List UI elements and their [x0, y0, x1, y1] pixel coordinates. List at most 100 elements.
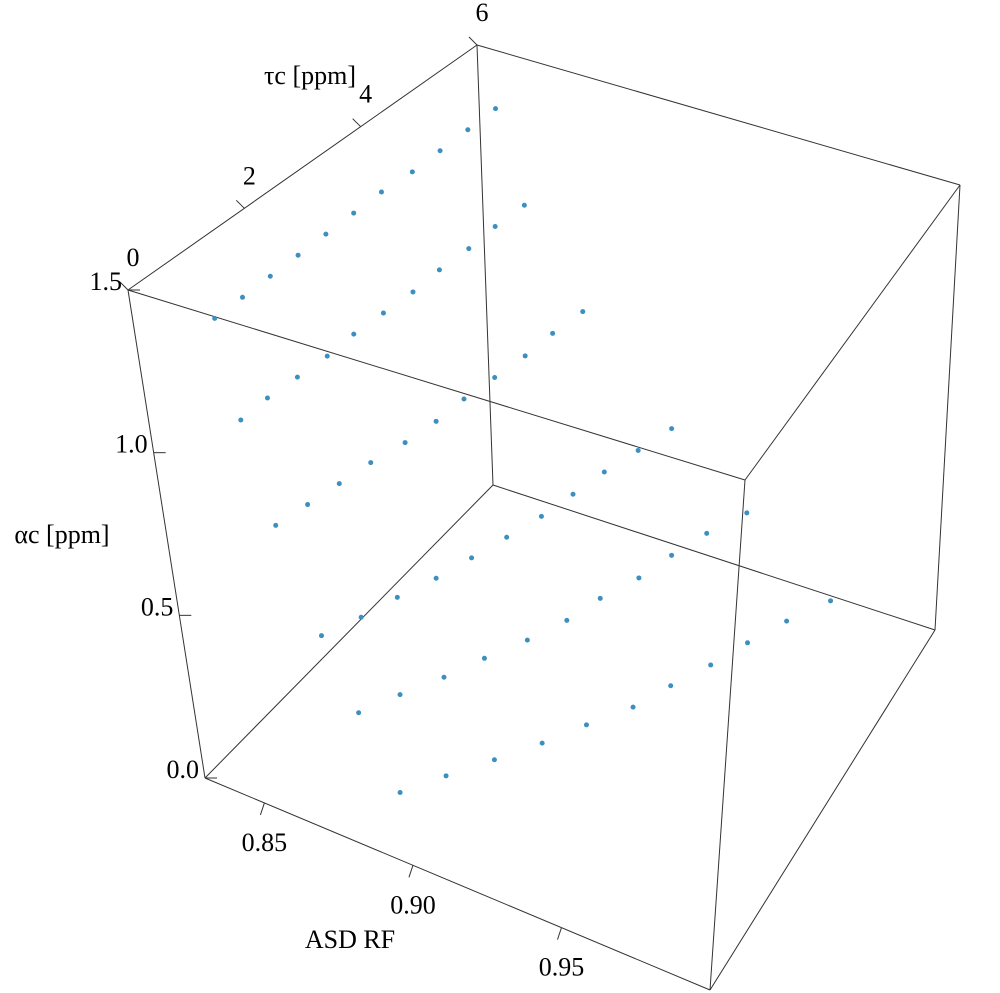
point	[336, 481, 342, 487]
x-axis-label: ASD RF	[305, 925, 395, 954]
point	[669, 552, 675, 558]
x-tick	[408, 865, 414, 878]
point	[504, 534, 510, 540]
point	[570, 491, 576, 497]
box-edge	[204, 484, 494, 779]
z-tick-label: 0.5	[141, 592, 174, 621]
point	[212, 315, 218, 321]
point	[745, 640, 751, 646]
y-tick-label: 4	[359, 80, 372, 109]
point	[267, 273, 273, 279]
point	[630, 704, 636, 710]
x-tick-label: 0.85	[242, 828, 288, 857]
point	[492, 375, 498, 381]
point	[669, 426, 675, 432]
point	[538, 513, 544, 519]
point	[318, 633, 324, 639]
point	[394, 594, 400, 600]
point	[380, 310, 386, 316]
point	[744, 510, 750, 516]
point	[410, 289, 416, 295]
point	[539, 740, 545, 746]
y-tick	[352, 118, 362, 128]
point	[443, 773, 449, 779]
point	[580, 309, 586, 315]
box-edge	[709, 479, 746, 991]
z-tick-label: 1.0	[115, 430, 148, 459]
point	[784, 618, 790, 624]
x-tick	[259, 802, 265, 816]
point	[433, 418, 439, 424]
y-tick	[468, 36, 478, 46]
y-axis-label: τc [ppm]	[264, 61, 356, 90]
x-tick-label: 0.95	[539, 953, 585, 982]
box-edge	[476, 44, 961, 186]
x-tick	[556, 927, 562, 940]
point	[264, 395, 270, 401]
point	[564, 617, 570, 623]
point	[294, 374, 300, 380]
point	[668, 683, 674, 689]
point	[436, 267, 442, 273]
point	[461, 396, 467, 402]
point	[323, 231, 329, 237]
point	[324, 353, 330, 359]
z-axis-label: αc [ppm]	[14, 520, 109, 549]
point	[240, 294, 246, 300]
point	[466, 246, 472, 252]
x-tick-label: 0.90	[390, 890, 436, 919]
box-edge	[476, 44, 494, 486]
point	[238, 417, 244, 423]
point	[521, 202, 527, 208]
point	[397, 692, 403, 698]
box-edge	[127, 289, 746, 481]
box-edge	[127, 44, 478, 291]
point	[635, 447, 641, 453]
box-edge	[934, 184, 961, 631]
point	[402, 440, 408, 446]
point	[704, 530, 710, 536]
point	[524, 637, 530, 643]
point	[597, 595, 603, 601]
box-edge	[709, 629, 936, 991]
point	[305, 502, 311, 508]
point	[469, 555, 475, 561]
point	[492, 224, 498, 230]
y-tick	[119, 281, 129, 291]
point	[356, 710, 362, 716]
box-edge	[127, 289, 206, 779]
point	[481, 655, 487, 661]
point	[295, 252, 301, 258]
point	[397, 789, 403, 795]
y-tick-label: 2	[243, 161, 256, 190]
point	[465, 127, 471, 133]
point	[351, 331, 357, 337]
point	[437, 148, 443, 154]
point	[441, 674, 447, 680]
point	[636, 575, 642, 581]
point	[493, 106, 499, 112]
point	[409, 169, 415, 175]
y-tick	[235, 199, 245, 209]
point	[583, 722, 589, 728]
point	[378, 189, 384, 195]
point	[433, 575, 439, 581]
point	[358, 614, 364, 620]
point	[550, 330, 556, 336]
box-edge	[492, 484, 936, 631]
point	[601, 469, 607, 475]
point	[491, 757, 497, 763]
point	[708, 662, 714, 668]
point	[828, 598, 834, 604]
z-tick-label: 0.0	[167, 755, 200, 784]
box-edge	[744, 184, 961, 481]
z-tick-label: 1.5	[90, 267, 123, 296]
point	[368, 460, 374, 466]
y-tick-label: 0	[127, 243, 140, 272]
point	[351, 210, 357, 216]
point	[522, 353, 528, 359]
y-tick-label: 6	[476, 0, 489, 27]
box-edge	[204, 777, 711, 991]
point	[273, 522, 279, 528]
